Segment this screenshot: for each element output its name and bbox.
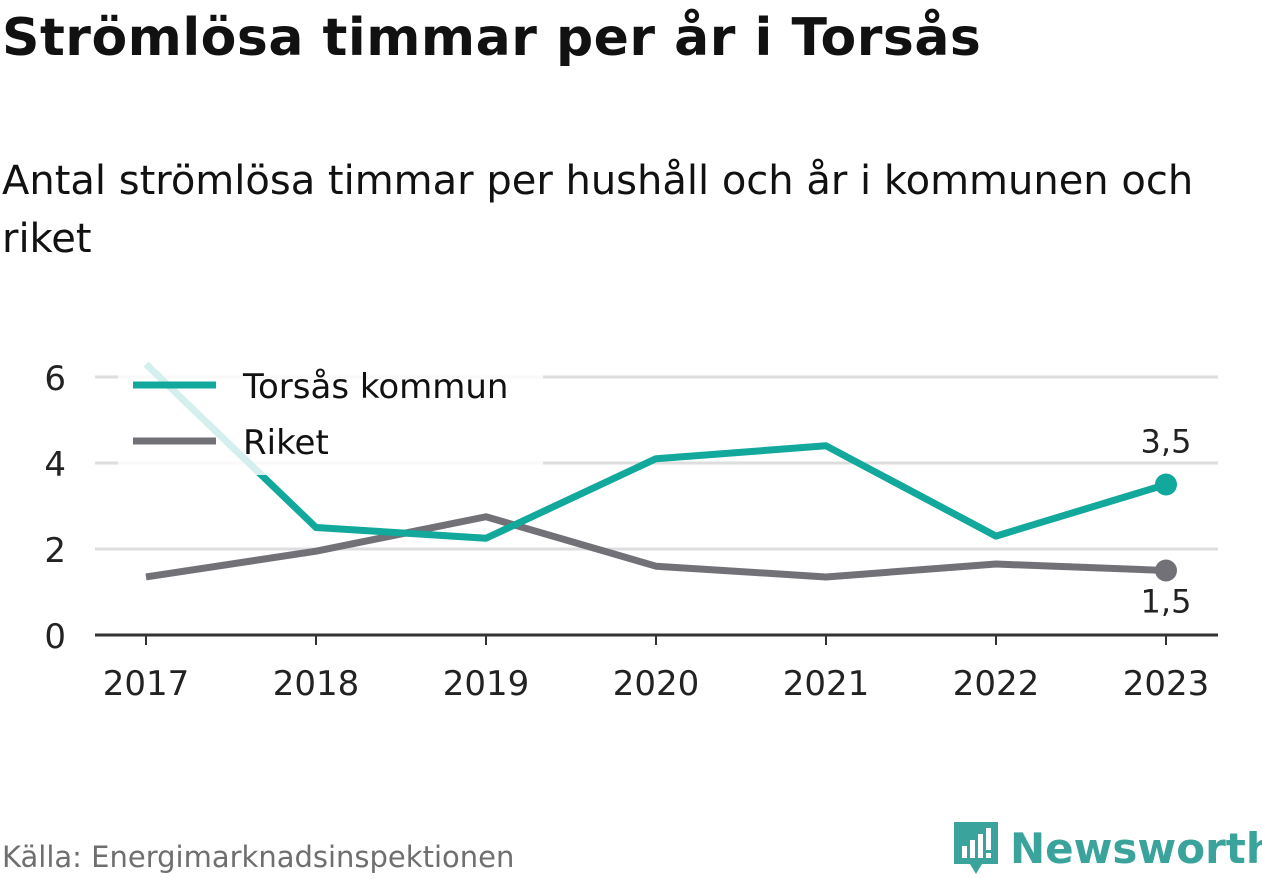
y-tick-label: 0 (44, 617, 66, 657)
chart-title: Strömlösa timmar per år i Torsås (2, 8, 982, 68)
series-line (143, 361, 1168, 542)
x-tick-label: 2022 (953, 664, 1040, 704)
axes: 0 2 4 6 2017 2018 2019 2020 2021 2022 2023 (44, 359, 1218, 704)
legend: Torsås kommun Riket (118, 350, 543, 475)
x-tick-label: 2018 (273, 664, 360, 704)
data-labels: 3,5 1,5 (1141, 423, 1192, 621)
source-note: Källa: Energimarknadsinspektionen (2, 840, 515, 874)
end-point-marker (1155, 559, 1177, 582)
end-point-marker (1155, 473, 1177, 496)
legend-label: Torsås kommun (242, 367, 508, 407)
newsworthy-logo-icon (954, 822, 998, 874)
end-value-label: 3,5 (1141, 423, 1192, 461)
legend-background (118, 350, 543, 475)
y-tick-label: 4 (44, 445, 66, 485)
x-tick-label: 2023 (1123, 664, 1210, 704)
x-tick-label: 2021 (783, 664, 870, 704)
x-tick-label: 2019 (443, 664, 530, 704)
y-tick-label: 2 (44, 531, 66, 571)
brand-name: Newsworthy (1010, 823, 1262, 873)
end-value-label: 1,5 (1141, 583, 1192, 621)
x-tick-label: 2020 (613, 664, 700, 704)
y-tick-label: 6 (44, 359, 66, 399)
legend-label: Riket (243, 423, 329, 463)
chart-subtitle: Antal strömlösa timmar per hushåll och å… (2, 158, 1194, 262)
brand-logo[interactable]: Newsworthy (952, 820, 1262, 876)
series-lines (143, 361, 1177, 582)
series-line (145, 513, 1167, 581)
x-tick-label: 2017 (103, 664, 190, 704)
